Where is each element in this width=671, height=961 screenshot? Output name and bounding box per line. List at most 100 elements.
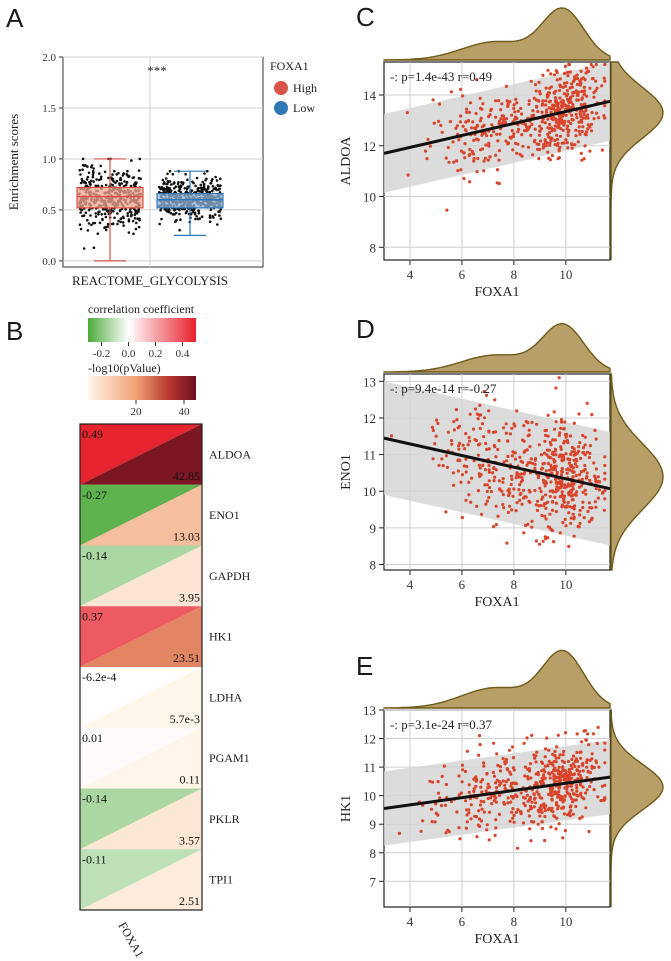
scatter-point — [521, 438, 525, 442]
scatter-point — [553, 96, 558, 100]
scatter-point — [482, 390, 486, 394]
scatter-point — [493, 475, 497, 479]
jitter-point — [178, 228, 181, 232]
jitter-point — [103, 208, 107, 211]
scatter-point — [497, 121, 501, 126]
scatter-point — [557, 756, 561, 760]
scatter-point — [504, 757, 508, 762]
scatter-point — [495, 168, 500, 172]
panel-d-annotation: -: p=9.4e-14 r=-0.27 — [390, 381, 497, 396]
jitter-point — [90, 164, 94, 167]
scatter-point — [428, 144, 432, 148]
scatter-point — [462, 464, 466, 468]
scatter-point — [472, 787, 476, 791]
scatter-point — [564, 731, 568, 735]
scatter-point — [469, 126, 474, 130]
scatter-point — [546, 132, 550, 136]
panel-c-ytick-label: 10 — [363, 190, 376, 205]
scatter-point — [452, 428, 456, 432]
scatter-point — [542, 802, 546, 806]
scatter-point — [466, 119, 471, 123]
scatter-point — [501, 493, 505, 497]
scatter-point — [585, 788, 589, 792]
scatter-point — [459, 791, 463, 795]
panel-a-significance: *** — [147, 63, 167, 78]
jitter-point — [161, 187, 165, 191]
panel-c-xtick-label: 4 — [407, 267, 414, 282]
scatter-point — [585, 94, 589, 98]
scatter-point — [526, 775, 530, 779]
scatter-point — [566, 440, 570, 445]
scatter-point — [588, 771, 593, 775]
cell-p-label: 2.51 — [179, 894, 200, 908]
scatter-point — [493, 795, 497, 799]
scatter-point — [572, 534, 576, 538]
jitter-point — [92, 246, 96, 249]
scatter-point — [506, 801, 510, 805]
scatter-point — [433, 442, 437, 446]
scatter-point — [558, 796, 563, 800]
jitter-point — [193, 211, 197, 214]
jitter-point — [135, 181, 138, 184]
jitter-point — [167, 186, 170, 190]
scatter-point — [560, 420, 564, 424]
scatter-point — [543, 814, 547, 819]
scatter-point — [542, 142, 546, 147]
scatter-point — [499, 108, 503, 112]
jitter-point — [206, 185, 210, 188]
scatter-point — [452, 420, 456, 424]
scatter-point — [565, 468, 569, 472]
scatter-point — [503, 783, 507, 787]
scatter-point — [603, 741, 607, 745]
scatter-point — [484, 143, 488, 147]
scatter-point — [530, 122, 534, 127]
jitter-point — [110, 222, 114, 226]
scatter-point — [504, 760, 508, 764]
scatter-point — [529, 133, 533, 137]
jitter-point — [176, 182, 180, 186]
panel-d-x-label: FOXA1 — [474, 595, 519, 610]
scatter-point — [574, 473, 578, 478]
scatter-point — [558, 134, 563, 138]
scatter-point — [507, 748, 512, 752]
scatter-point — [567, 511, 571, 515]
scatter-point — [493, 833, 497, 838]
scatter-point — [550, 508, 555, 512]
scatter-point — [504, 780, 508, 784]
scatter-point — [489, 107, 493, 111]
scatter-point — [557, 776, 562, 780]
scatter-point — [581, 500, 585, 504]
scatter-point — [548, 489, 552, 493]
scatter-point — [526, 434, 530, 438]
scatter-point — [529, 807, 533, 811]
scatter-point — [445, 465, 449, 469]
panel-a-y-label: Enrichment scores — [6, 114, 21, 210]
scatter-point — [559, 426, 563, 430]
scatter-point — [538, 147, 542, 152]
scatter-point — [565, 88, 570, 93]
scatter-point — [544, 506, 548, 510]
scatter-point — [565, 94, 569, 98]
legend-high-swatch — [274, 81, 288, 95]
jitter-point — [117, 219, 120, 223]
scatter-point — [564, 524, 568, 528]
scatter-point — [598, 480, 602, 484]
jitter-point — [92, 167, 95, 170]
jitter-point — [130, 159, 133, 162]
scatter-point — [484, 441, 488, 446]
jitter-point — [158, 191, 161, 194]
scatter-point — [570, 445, 574, 449]
scatter-point — [544, 144, 548, 148]
scatter-point — [485, 134, 489, 138]
jitter-point — [218, 210, 221, 213]
scatter-point — [533, 756, 537, 760]
scatter-point — [580, 129, 584, 134]
scatter-point — [494, 786, 499, 790]
scatter-point — [588, 758, 592, 763]
scatter-point — [527, 102, 531, 106]
scatter-point — [498, 132, 502, 136]
scatter-point — [526, 145, 531, 149]
scatter-point — [439, 123, 443, 127]
jitter-point — [197, 211, 201, 215]
scatter-point — [563, 433, 568, 437]
